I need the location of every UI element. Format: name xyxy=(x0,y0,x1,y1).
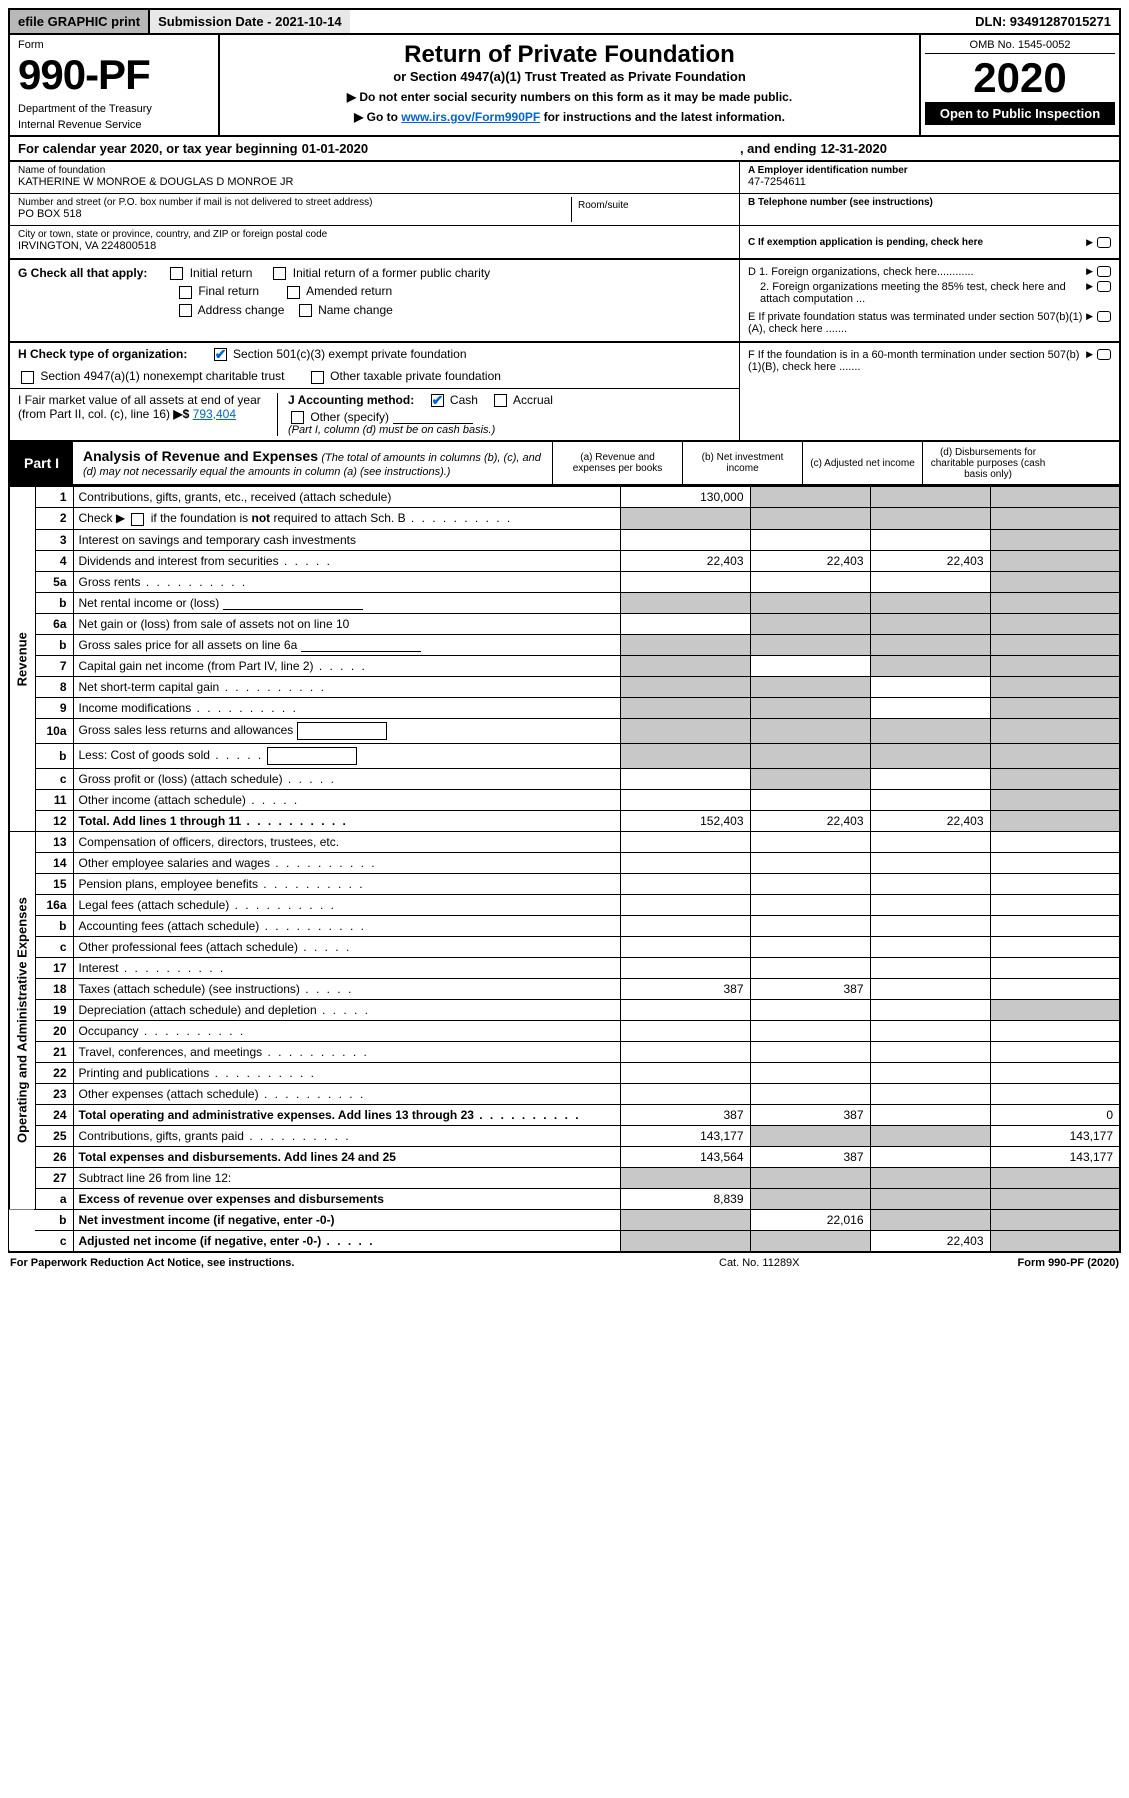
omb-number: OMB No. 1545-0052 xyxy=(925,39,1115,54)
street-address: PO BOX 518 xyxy=(18,208,571,220)
accrual-cb[interactable] xyxy=(494,394,507,407)
form-subtitle: or Section 4947(a)(1) Trust Treated as P… xyxy=(230,69,909,84)
room-suite-label: Room/suite xyxy=(571,197,731,222)
schb-cb[interactable] xyxy=(131,513,144,526)
irs-link[interactable]: www.irs.gov/Form990PF xyxy=(401,110,540,124)
form-header: Form 990-PF Department of the Treasury I… xyxy=(8,35,1121,137)
irs-label: Internal Revenue Service xyxy=(18,119,210,131)
entity-info: Name of foundation KATHERINE W MONROE & … xyxy=(8,162,1121,260)
g-label: G Check all that apply: xyxy=(18,266,147,280)
ein-value: 47-7254611 xyxy=(748,176,1111,188)
phone-label: B Telephone number (see instructions) xyxy=(748,197,1111,208)
revenue-side-label: Revenue xyxy=(9,487,35,831)
page-footer: For Paperwork Reduction Act Notice, see … xyxy=(8,1253,1121,1273)
amended-return-cb[interactable] xyxy=(287,286,300,299)
col-a-header: (a) Revenue and expenses per books xyxy=(553,442,683,484)
initial-return-cb[interactable] xyxy=(170,267,183,280)
l10b-input[interactable] xyxy=(267,747,357,765)
part1-title: Analysis of Revenue and Expenses xyxy=(83,448,318,464)
d1-checkbox[interactable] xyxy=(1097,266,1111,277)
l12-a: 152,403 xyxy=(620,810,750,831)
col-c-header: (c) Adjusted net income xyxy=(803,442,923,484)
section-h-i-j: H Check type of organization: Section 50… xyxy=(8,343,1121,442)
l27b-b: 22,016 xyxy=(750,1209,870,1230)
addr-label: Number and street (or P.O. box number if… xyxy=(18,197,571,208)
efile-badge[interactable]: efile GRAPHIC print xyxy=(10,10,148,33)
year-end: 12-31-2020 xyxy=(821,141,888,156)
l25-a: 143,177 xyxy=(620,1125,750,1146)
d1-label: D 1. Foreign organizations, check here..… xyxy=(748,266,1086,278)
l26-d: 143,177 xyxy=(990,1146,1120,1167)
initial-former-cb[interactable] xyxy=(273,267,286,280)
e-label: E If private foundation status was termi… xyxy=(748,311,1086,335)
tax-year: 2020 xyxy=(925,54,1115,102)
foundation-name: KATHERINE W MONROE & DOUGLAS D MONROE JR xyxy=(18,176,731,188)
dln: DLN: 93491287015271 xyxy=(967,10,1119,33)
form-title: Return of Private Foundation xyxy=(230,41,909,69)
ein-label: A Employer identification number xyxy=(748,165,1111,176)
exemption-checkbox[interactable] xyxy=(1097,237,1111,248)
d2-label: 2. Foreign organizations meeting the 85%… xyxy=(748,281,1086,305)
l24-a: 387 xyxy=(620,1104,750,1125)
d2-checkbox[interactable] xyxy=(1097,281,1111,292)
j-label: J Accounting method: xyxy=(288,393,414,407)
other-taxable-cb[interactable] xyxy=(311,371,324,384)
l24-d: 0 xyxy=(990,1104,1120,1125)
f-checkbox[interactable] xyxy=(1097,349,1111,360)
l27a-a: 8,839 xyxy=(620,1188,750,1209)
col-b-header: (b) Net investment income xyxy=(683,442,803,484)
expenses-side-label: Operating and Administrative Expenses xyxy=(9,831,35,1209)
e-checkbox[interactable] xyxy=(1097,311,1111,322)
l4-c: 22,403 xyxy=(870,550,990,571)
name-label: Name of foundation xyxy=(18,165,731,176)
part1-header: Part I Analysis of Revenue and Expenses … xyxy=(8,442,1121,486)
dept-treasury: Department of the Treasury xyxy=(18,103,210,115)
note-link: ▶ Go to www.irs.gov/Form990PF for instru… xyxy=(230,110,909,124)
l26-a: 143,564 xyxy=(620,1146,750,1167)
j-note: (Part I, column (d) must be on cash basi… xyxy=(288,424,731,436)
part1-label: Part I xyxy=(10,442,73,484)
year-begin: 01-01-2020 xyxy=(302,141,369,156)
501c3-cb[interactable] xyxy=(214,348,227,361)
submission-date: Submission Date - 2021-10-14 xyxy=(148,10,350,33)
form-number: 990-PF xyxy=(18,51,210,99)
f-label: F If the foundation is in a 60-month ter… xyxy=(748,349,1086,373)
top-bar: efile GRAPHIC print Submission Date - 20… xyxy=(8,8,1121,35)
form-ref: Form 990-PF (2020) xyxy=(919,1257,1119,1269)
l4-b: 22,403 xyxy=(750,550,870,571)
fmv-value: 793,404 xyxy=(193,407,236,421)
l24-b: 387 xyxy=(750,1104,870,1125)
l26-b: 387 xyxy=(750,1146,870,1167)
l12-c: 22,403 xyxy=(870,810,990,831)
note-ssn: ▶ Do not enter social security numbers o… xyxy=(230,90,909,104)
l10a-input[interactable] xyxy=(297,722,387,740)
city-state-zip: IRVINGTON, VA 224800518 xyxy=(18,240,731,252)
l25-d: 143,177 xyxy=(990,1125,1120,1146)
h-label: H Check type of organization: xyxy=(18,347,187,361)
l18-b: 387 xyxy=(750,978,870,999)
address-change-cb[interactable] xyxy=(179,304,192,317)
catalog-number: Cat. No. 11289X xyxy=(719,1257,919,1269)
city-label: City or town, state or province, country… xyxy=(18,229,731,240)
name-change-cb[interactable] xyxy=(299,304,312,317)
section-g: G Check all that apply: Initial return I… xyxy=(8,260,1121,343)
part1-table: Revenue 1Contributions, gifts, grants, e… xyxy=(8,486,1121,1252)
l1-a: 130,000 xyxy=(620,487,750,508)
form-word: Form xyxy=(18,39,210,51)
l12-b: 22,403 xyxy=(750,810,870,831)
cash-cb[interactable] xyxy=(431,394,444,407)
exemption-pending-label: C If exemption application is pending, c… xyxy=(748,237,1086,248)
calendar-year-row: For calendar year 2020, or tax year begi… xyxy=(8,137,1121,162)
open-public: Open to Public Inspection xyxy=(925,102,1115,125)
l18-a: 387 xyxy=(620,978,750,999)
paperwork-notice: For Paperwork Reduction Act Notice, see … xyxy=(10,1257,719,1269)
4947-cb[interactable] xyxy=(21,371,34,384)
l4-a: 22,403 xyxy=(620,550,750,571)
final-return-cb[interactable] xyxy=(179,286,192,299)
col-d-header: (d) Disbursements for charitable purpose… xyxy=(923,442,1053,484)
l27c-c: 22,403 xyxy=(870,1230,990,1252)
other-method-cb[interactable] xyxy=(291,411,304,424)
